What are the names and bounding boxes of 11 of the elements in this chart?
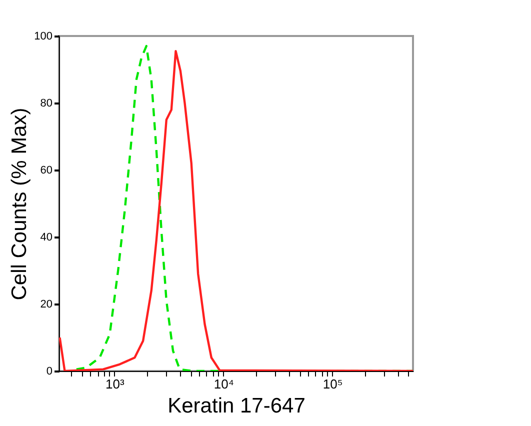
y-tick-label: 80 bbox=[40, 98, 52, 110]
x-tick-label: 10³ bbox=[106, 376, 125, 392]
y-tick-label: 60 bbox=[40, 164, 52, 176]
y-tick-label: 40 bbox=[40, 232, 52, 244]
y-tick-label: 20 bbox=[40, 298, 52, 310]
x-tick-label: 10⁵ bbox=[322, 376, 343, 392]
x-tick-label: 10⁴ bbox=[214, 376, 234, 392]
y-axis-title: Cell Counts (% Max) bbox=[8, 108, 32, 300]
x-axis-title: Keratin 17-647 bbox=[168, 394, 306, 418]
y-tick-label: 0 bbox=[46, 366, 52, 378]
y-tick-label: 100 bbox=[34, 30, 52, 42]
